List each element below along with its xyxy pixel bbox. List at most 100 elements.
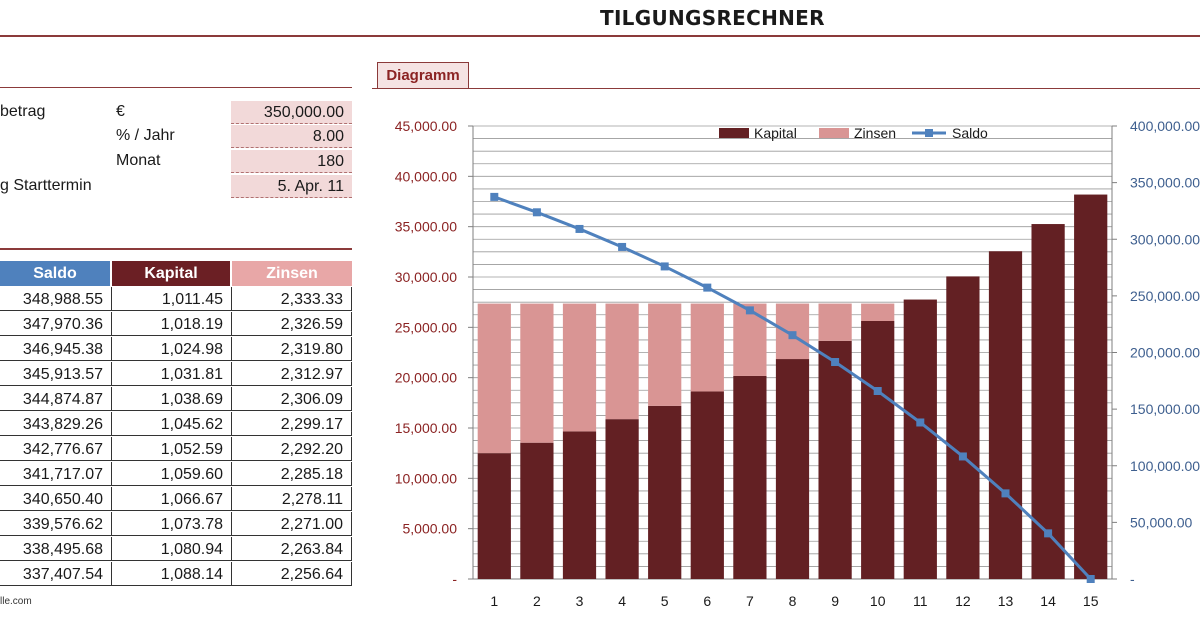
param-unit: € xyxy=(116,103,125,120)
point-saldo xyxy=(490,192,499,201)
kapital-cell: 1,045.62 xyxy=(112,412,232,436)
table-row: 340,650.40 1,066.67 2,278.11 xyxy=(0,487,352,512)
y-tick-label-right: 350,000.00 xyxy=(1130,175,1200,191)
saldo-cell: 347,970.36 xyxy=(0,312,112,336)
page-title: TILGUNGSRECHNER xyxy=(600,6,825,30)
point-saldo xyxy=(660,262,669,271)
kapital-cell: 1,088.14 xyxy=(112,562,232,586)
param-start-value[interactable]: 5. Apr. 11 xyxy=(231,175,352,198)
bar-kapital xyxy=(946,276,980,579)
title-divider xyxy=(0,35,1200,37)
table-row: 347,970.36 1,018.19 2,326.59 xyxy=(0,312,352,337)
bar-zinsen xyxy=(477,303,511,454)
kapital-cell: 1,073.78 xyxy=(112,512,232,536)
bar-zinsen xyxy=(818,303,852,341)
bar-kapital xyxy=(605,419,639,579)
table-row: 345,913.57 1,031.81 2,312.97 xyxy=(0,362,352,387)
x-tick-label: 9 xyxy=(831,593,839,609)
x-tick-label: 14 xyxy=(1040,593,1056,609)
kapital-cell: 1,031.81 xyxy=(112,362,232,386)
bar-kapital xyxy=(562,431,597,579)
bar-kapital xyxy=(733,375,767,579)
y-tick-label-left: 45,000.00 xyxy=(395,118,457,134)
tab-diagramm[interactable]: Diagramm xyxy=(377,62,469,89)
zinsen-cell: 2,299.17 xyxy=(232,412,352,436)
table-row: 339,576.62 1,073.78 2,271.00 xyxy=(0,512,352,537)
y-tick-label-left: 15,000.00 xyxy=(395,420,457,436)
saldo-cell: 337,407.54 xyxy=(0,562,112,586)
param-row-term: Monat 180 xyxy=(0,150,352,174)
kapital-cell: 1,011.45 xyxy=(112,287,232,311)
kapital-cell: 1,080.94 xyxy=(112,537,232,561)
legend-swatch-kapital xyxy=(719,128,749,138)
bar-zinsen xyxy=(733,303,767,376)
tab-divider xyxy=(372,88,1200,89)
point-saldo xyxy=(873,387,882,396)
x-tick-label: 1 xyxy=(490,593,498,609)
footer-url: lle.com xyxy=(0,596,32,607)
bar-kapital xyxy=(775,359,810,579)
param-unit: Monat xyxy=(116,152,161,169)
bar-kapital xyxy=(648,405,682,579)
point-saldo xyxy=(745,306,754,315)
legend-swatch-zinsen xyxy=(819,128,849,138)
y-tick-label-left: 25,000.00 xyxy=(395,319,457,335)
bar-zinsen xyxy=(690,303,724,392)
bar-kapital xyxy=(1031,224,1065,580)
saldo-cell: 338,495.68 xyxy=(0,537,112,561)
zinsen-cell: 2,312.97 xyxy=(232,362,352,386)
y-tick-label-right: 300,000.00 xyxy=(1130,231,1200,247)
y-tick-label-right: 50,000.00 xyxy=(1130,514,1192,530)
x-tick-label: 4 xyxy=(618,593,626,609)
bar-kapital xyxy=(861,320,895,579)
y-tick-label-right: 150,000.00 xyxy=(1130,401,1200,417)
zinsen-cell: 2,326.59 xyxy=(232,312,352,336)
table-row: 338,495.68 1,080.94 2,263.84 xyxy=(0,537,352,562)
bar-kapital xyxy=(690,391,724,579)
table-row: 343,829.26 1,045.62 2,299.17 xyxy=(0,412,352,437)
table-row: 342,776.67 1,052.59 2,292.20 xyxy=(0,437,352,462)
point-saldo xyxy=(1001,489,1010,498)
x-tick-label: 6 xyxy=(703,593,711,609)
table-row: 341,717.07 1,059.60 2,285.18 xyxy=(0,462,352,487)
table-row: 346,945.38 1,024.98 2,319.80 xyxy=(0,337,352,362)
bar-zinsen xyxy=(648,303,682,406)
legend-label-zinsen: Zinsen xyxy=(854,125,896,141)
x-tick-label: 2 xyxy=(533,593,541,609)
saldo-cell: 341,717.07 xyxy=(0,462,112,486)
param-term-value[interactable]: 180 xyxy=(231,150,352,173)
bar-zinsen xyxy=(861,303,895,321)
kapital-cell: 1,059.60 xyxy=(112,462,232,486)
x-tick-label: 12 xyxy=(955,593,971,609)
table-row: 337,407.54 1,088.14 2,256.64 xyxy=(0,562,352,587)
zinsen-cell: 2,256.64 xyxy=(232,562,352,586)
bar-kapital xyxy=(988,251,1023,579)
param-row-amount: betrag € 350,000.00 xyxy=(0,101,352,125)
zinsen-cell: 2,271.00 xyxy=(232,512,352,536)
x-tick-label: 7 xyxy=(746,593,754,609)
kapital-cell: 1,018.19 xyxy=(112,312,232,336)
param-amount-value[interactable]: 350,000.00 xyxy=(231,101,352,124)
param-unit: % / Jahr xyxy=(116,127,175,144)
point-saldo xyxy=(1086,575,1095,583)
param-rate-value[interactable]: 8.00 xyxy=(231,125,352,148)
zinsen-cell: 2,292.20 xyxy=(232,437,352,461)
y-tick-label-right: 100,000.00 xyxy=(1130,458,1200,474)
bar-zinsen xyxy=(605,303,639,420)
bar-zinsen xyxy=(562,303,597,432)
y-tick-label-right: - xyxy=(1130,571,1135,587)
point-saldo xyxy=(575,224,584,233)
y-tick-label-left: 30,000.00 xyxy=(395,269,457,285)
saldo-cell: 339,576.62 xyxy=(0,512,112,536)
param-label: betrag xyxy=(0,103,46,120)
bar-kapital xyxy=(477,453,511,579)
x-tick-label: 13 xyxy=(998,593,1014,609)
saldo-cell: 344,874.87 xyxy=(0,387,112,411)
saldo-cell: 348,988.55 xyxy=(0,287,112,311)
header-saldo: Saldo xyxy=(0,261,110,286)
legend-label-saldo: Saldo xyxy=(952,125,988,141)
header-kapital: Kapital xyxy=(112,261,230,286)
y-tick-label-left: 35,000.00 xyxy=(395,219,457,235)
kapital-cell: 1,066.67 xyxy=(112,487,232,511)
zinsen-cell: 2,285.18 xyxy=(232,462,352,486)
